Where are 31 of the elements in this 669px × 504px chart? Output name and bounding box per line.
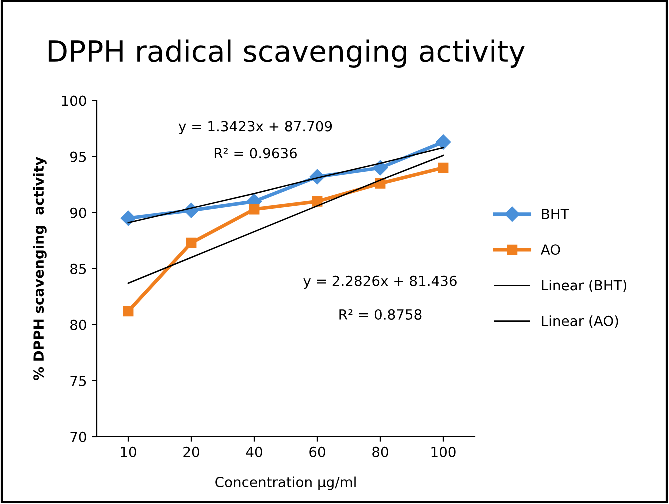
y-tick-label: 85 (70, 264, 86, 274)
chart-title: DPPH radical scavenging activity (48, 40, 526, 68)
x-tick-label: 10 (121, 446, 136, 458)
y-tick-label: 70 (70, 432, 86, 442)
legend-label: Linear (BHT) (542, 280, 627, 292)
x-tick-label: 60 (310, 446, 326, 458)
point (249, 204, 260, 215)
point (123, 306, 134, 317)
y-axis-title: % DPPH scavenging activity (33, 157, 47, 380)
x-tick-label: 20 (184, 446, 200, 458)
y-tick-label: 75 (70, 376, 86, 386)
annotation: y = 2.2826x + 81.436 (304, 276, 457, 290)
legend-label: Linear (AO) (542, 316, 618, 328)
x-axis-title: Concentration μg/ml (216, 476, 356, 490)
legend-label: AO (540, 244, 560, 256)
point (438, 162, 449, 174)
y-tick-label: 100 (62, 96, 86, 106)
x-tick-label: 40 (246, 446, 262, 458)
y-tick-label: 80 (70, 320, 86, 330)
annotation: R² = 0.8758 (340, 309, 422, 320)
point (120, 210, 136, 226)
y-tick-label: 95 (70, 152, 86, 162)
legend-label: BHT (542, 209, 570, 220)
annotation: R² = 0.9636 (214, 148, 298, 159)
x-tick-label: 100 (432, 446, 456, 458)
point (186, 238, 197, 248)
point (372, 160, 388, 176)
x-tick-label: 80 (372, 446, 388, 458)
y-tick-label: 90 (70, 208, 86, 218)
point (436, 134, 452, 150)
annotation: y = 1.3423x + 87.709 (178, 121, 332, 134)
